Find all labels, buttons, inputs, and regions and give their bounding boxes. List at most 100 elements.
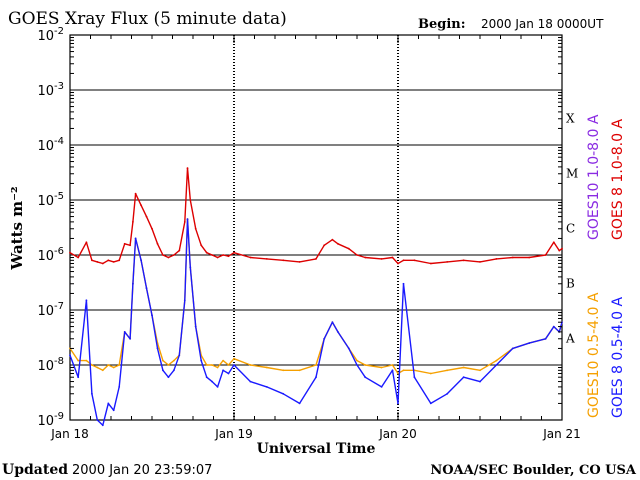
flare-class-label: B [566, 277, 575, 291]
data-point [206, 376, 208, 378]
data-point [91, 393, 93, 395]
data-point [118, 259, 120, 261]
data-point [282, 369, 284, 371]
data-point [86, 360, 88, 362]
data-point [107, 259, 109, 261]
legend-goes10-short: GOES10 0.5-4.0 A [586, 292, 602, 418]
data-point [200, 360, 202, 362]
series-line [70, 168, 562, 263]
begin-value: 2000 Jan 18 0000UT [481, 17, 604, 31]
updated-value: 2000 Jan 20 23:59:07 [72, 463, 212, 478]
data-point [545, 338, 547, 340]
data-point [250, 381, 252, 383]
data-point [178, 354, 180, 356]
data-point [200, 244, 202, 246]
y-tick-label: 10-5 [37, 191, 64, 209]
data-point [222, 254, 224, 256]
data-point [315, 376, 317, 378]
data-point [168, 364, 170, 366]
data-point [162, 254, 164, 256]
data-point [553, 241, 555, 243]
data-point [96, 367, 98, 369]
y-tick-label: 10-2 [37, 26, 64, 44]
data-point [364, 376, 366, 378]
data-point [77, 360, 79, 362]
data-point [146, 216, 148, 218]
data-point [381, 386, 383, 388]
data-point [146, 287, 148, 289]
y-tick-label: 10-3 [37, 81, 64, 99]
data-point [381, 258, 383, 260]
data-point [189, 266, 191, 268]
data-point [151, 314, 153, 316]
y-axis-title: Watts m⁻² [8, 186, 26, 270]
data-point [173, 369, 175, 371]
data-point [496, 360, 498, 362]
data-point [332, 321, 334, 323]
data-point [228, 373, 230, 375]
data-point [217, 386, 219, 388]
data-point [132, 283, 134, 285]
data-point [173, 254, 175, 256]
legend-goes10-long: GOES10 1.0-8.0 A [586, 114, 602, 240]
data-point [113, 367, 115, 369]
series-line [70, 219, 562, 373]
data-point [299, 369, 301, 371]
data-point [364, 364, 366, 366]
flare-class-label: X [566, 112, 575, 126]
data-point [217, 257, 219, 259]
data-point [463, 259, 465, 261]
data-point [496, 258, 498, 260]
data-point [337, 331, 339, 333]
data-point [96, 419, 98, 421]
data-point [195, 228, 197, 230]
data-point [392, 257, 394, 259]
plot-frame [70, 35, 562, 420]
x-tick-label: Jan 19 [214, 427, 253, 441]
data-point [545, 254, 547, 256]
data-point [315, 364, 317, 366]
data-point [463, 376, 465, 378]
data-point [107, 403, 109, 405]
data-point [184, 221, 186, 223]
data-point [282, 393, 284, 395]
begin-label: Begin: [418, 17, 466, 32]
data-point [228, 364, 230, 366]
data-point [91, 259, 93, 261]
data-point [403, 259, 405, 261]
data-point [414, 376, 416, 378]
data-point [233, 364, 235, 366]
data-point [178, 250, 180, 252]
data-point [479, 261, 481, 263]
data-point [561, 248, 563, 250]
data-point [157, 243, 159, 245]
data-point [162, 360, 164, 362]
y-tick-label: 10-4 [37, 136, 64, 154]
data-point [222, 360, 224, 362]
data-point [332, 239, 334, 241]
data-point [132, 221, 134, 223]
data-point [392, 369, 394, 371]
data-point [356, 254, 358, 256]
data-point [124, 331, 126, 333]
data-point [118, 386, 120, 388]
data-point [266, 258, 268, 260]
data-point [403, 369, 405, 371]
data-point [129, 244, 131, 246]
flare-class-label: C [566, 222, 575, 236]
data-point [348, 348, 350, 350]
data-point [96, 261, 98, 263]
data-point [282, 259, 284, 261]
data-point [553, 326, 555, 328]
flare-class-label: M [566, 167, 578, 181]
x-axis-title: Universal Time [257, 441, 376, 457]
data-point [479, 381, 481, 383]
data-point [397, 403, 399, 405]
grid [70, 35, 562, 420]
data-point [228, 255, 230, 257]
flare-class-label: A [565, 332, 575, 346]
data-point [463, 367, 465, 369]
data-point [397, 373, 399, 375]
data-point [397, 263, 399, 265]
